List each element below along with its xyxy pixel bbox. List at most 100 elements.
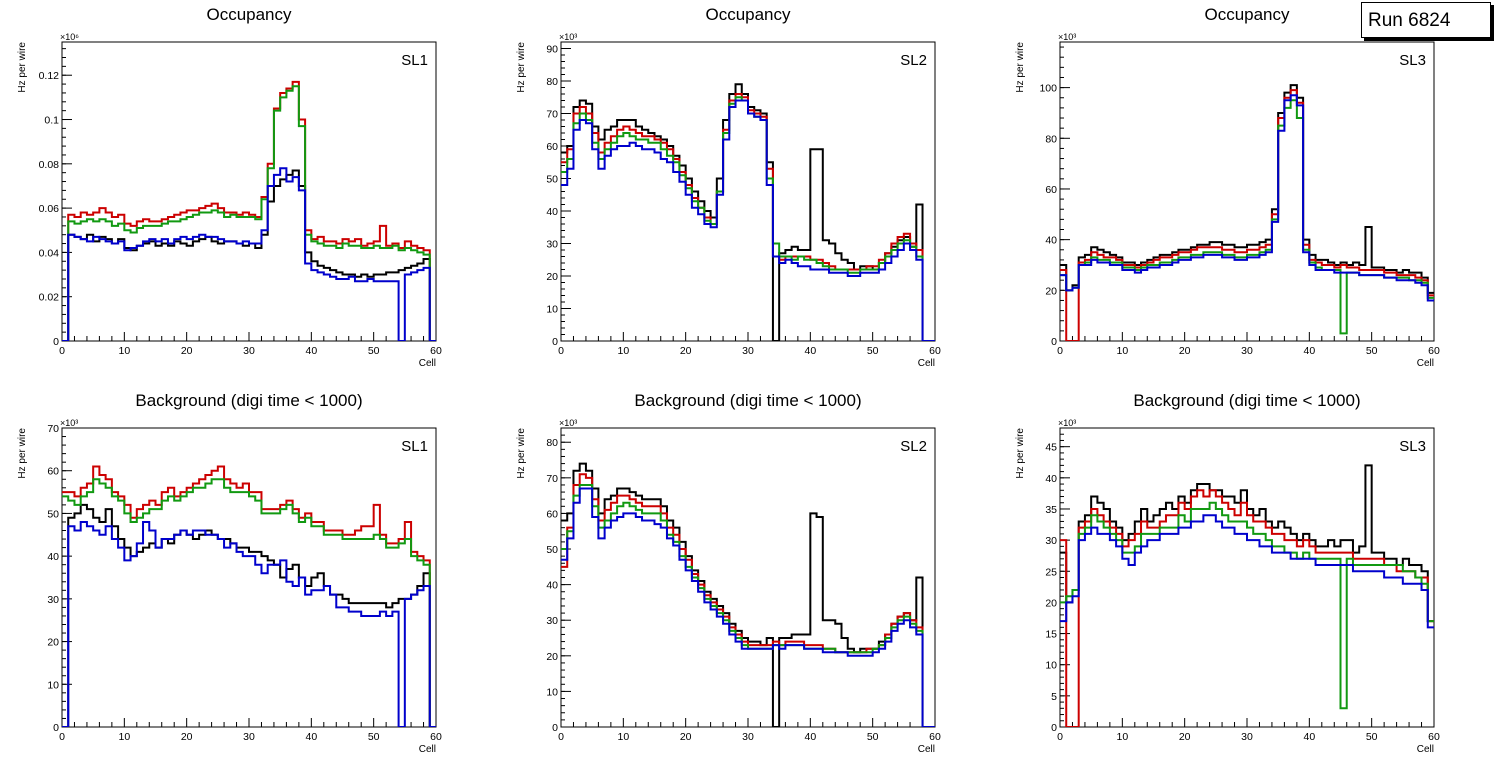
x-tick-label: 30 — [742, 731, 754, 743]
chart-title: Occupancy — [1204, 5, 1290, 24]
y-tick-label: 30 — [47, 594, 59, 606]
y-tick-label: 40 — [546, 206, 558, 218]
x-tick-label: 10 — [118, 345, 130, 357]
x-tick-label: 50 — [867, 731, 879, 743]
x-tick-label: 30 — [742, 345, 754, 357]
y-tick-label: 40 — [546, 580, 558, 592]
run-label: Run 6824 — [1368, 10, 1451, 31]
x-tick-label: 0 — [558, 731, 564, 743]
y-tick-label: 0 — [552, 722, 558, 734]
x-tick-label: 20 — [1179, 731, 1191, 743]
y-tick-label: 60 — [47, 466, 59, 478]
y-exponent-label: ×10³ — [1058, 418, 1076, 428]
x-tick-label: 30 — [243, 731, 255, 743]
superlayer-label: SL2 — [900, 438, 927, 455]
x-tick-label: 60 — [1428, 345, 1440, 357]
y-tick-label: 0.04 — [39, 247, 60, 259]
y-tick-label: 50 — [546, 544, 558, 556]
x-axis-label: Cell — [419, 358, 436, 369]
y-tick-label: 0 — [53, 722, 59, 734]
y-tick-label: 0 — [53, 336, 59, 348]
series-blue-line — [62, 167, 436, 341]
series-black-line — [561, 83, 935, 341]
y-tick-label: 80 — [546, 437, 558, 449]
y-tick-label: 50 — [47, 508, 59, 520]
x-tick-label: 20 — [1179, 345, 1191, 357]
run-label-box: Run 6824 — [1361, 2, 1491, 38]
y-tick-label: 5 — [1051, 691, 1057, 703]
y-tick-label: 30 — [546, 615, 558, 627]
y-exponent-label: ×10³ — [559, 418, 577, 428]
superlayer-label: SL3 — [1399, 52, 1426, 69]
superlayer-label: SL1 — [401, 438, 428, 455]
y-axis-label: Hz per wire — [516, 428, 527, 479]
plot-frame — [61, 427, 437, 728]
series-red-line — [1060, 89, 1434, 341]
y-tick-label: 0.12 — [39, 70, 60, 82]
x-tick-label: 40 — [1303, 731, 1315, 743]
x-tick-label: 10 — [1116, 345, 1128, 357]
y-tick-label: 0 — [1051, 722, 1057, 734]
panel-SL3-occupancy: Occupancy SL3 ×10³ Hz per wire Cell 0 20 40 60 80… — [1015, 5, 1440, 369]
x-tick-label: 50 — [368, 345, 380, 357]
y-tick-label: 80 — [546, 76, 558, 88]
y-exponent-label: ×10³ — [559, 32, 577, 42]
x-tick-label: 40 — [804, 345, 816, 357]
y-tick-label: 30 — [546, 239, 558, 251]
x-tick-label: 10 — [118, 731, 130, 743]
series-blue-line — [561, 99, 935, 341]
x-axis-label: Cell — [1417, 744, 1434, 755]
y-tick-label: 10 — [1045, 660, 1057, 672]
y-tick-label: 0.02 — [39, 292, 60, 304]
y-tick-label: 0 — [1051, 336, 1057, 348]
plot-frame — [1059, 427, 1435, 728]
y-tick-label: 60 — [1045, 184, 1057, 196]
y-tick-label: 15 — [1045, 629, 1057, 641]
chart-title: Occupancy — [705, 5, 791, 24]
x-tick-label: 60 — [929, 345, 941, 357]
y-axis-label: Hz per wire — [516, 42, 527, 93]
x-tick-label: 30 — [1241, 345, 1253, 357]
x-tick-label: 0 — [1057, 731, 1063, 743]
y-tick-label: 40 — [47, 551, 59, 563]
y-tick-label: 20 — [546, 651, 558, 663]
series-green-line — [1060, 501, 1434, 710]
y-tick-label: 30 — [1045, 535, 1057, 547]
panel-SL1-occupancy: Occupancy SL1 ×10⁶ Hz per wire Cell 0 0.02 0.04… — [17, 5, 442, 369]
x-tick-label: 60 — [430, 345, 442, 357]
y-tick-label: 90 — [546, 44, 558, 56]
x-axis-label: Cell — [1417, 358, 1434, 369]
panel-SL2-occupancy: Occupancy SL2 ×10³ Hz per wire Cell 0 10 20 30 40… — [516, 5, 941, 369]
y-tick-label: 20 — [47, 637, 59, 649]
superlayer-label: SL1 — [401, 52, 428, 69]
x-tick-label: 20 — [680, 345, 692, 357]
x-tick-label: 30 — [1241, 731, 1253, 743]
plot-frame — [560, 41, 936, 342]
x-tick-label: 10 — [617, 345, 629, 357]
x-tick-label: 40 — [305, 345, 317, 357]
series-red-line — [1060, 489, 1434, 727]
y-tick-label: 10 — [546, 686, 558, 698]
series-green-line — [561, 483, 935, 727]
panel-SL2-background: Background (digi time < 1000) SL2 ×10³ Hz p… — [516, 391, 941, 755]
series-black-line — [62, 169, 436, 341]
chart-title: Background (digi time < 1000) — [1133, 391, 1360, 410]
y-tick-label: 20 — [1045, 285, 1057, 297]
x-tick-label: 20 — [181, 731, 193, 743]
chart-title: Occupancy — [206, 5, 292, 24]
x-axis-label: Cell — [918, 744, 935, 755]
x-tick-label: 0 — [59, 731, 65, 743]
series-green-line — [561, 96, 935, 341]
y-tick-label: 35 — [1045, 504, 1057, 516]
x-tick-label: 10 — [1116, 731, 1128, 743]
y-tick-label: 70 — [47, 423, 59, 435]
y-tick-label: 20 — [546, 271, 558, 283]
y-tick-label: 60 — [546, 141, 558, 153]
x-tick-label: 40 — [1303, 345, 1315, 357]
chart-title: Background (digi time < 1000) — [634, 391, 861, 410]
y-tick-label: 45 — [1045, 442, 1057, 454]
plot-frame — [560, 427, 936, 728]
y-tick-label: 25 — [1045, 566, 1057, 578]
x-tick-label: 20 — [680, 731, 692, 743]
